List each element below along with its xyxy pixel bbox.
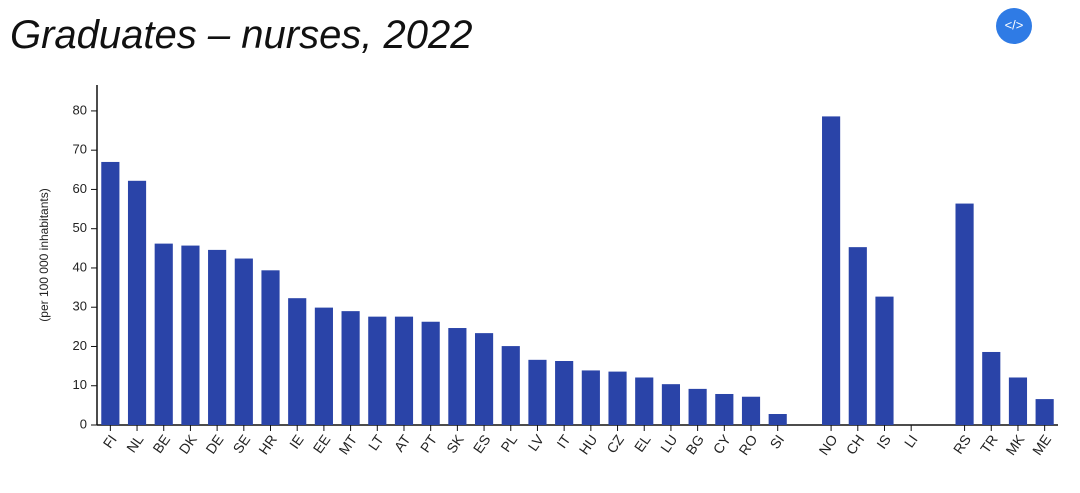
x-tick-label: NO bbox=[815, 432, 840, 458]
x-tick-label: NL bbox=[123, 432, 146, 456]
y-tick-label: 50 bbox=[73, 220, 87, 235]
y-tick-label: 20 bbox=[73, 338, 87, 353]
bar bbox=[768, 414, 787, 425]
x-tick-label: PL bbox=[497, 431, 520, 454]
x-tick-label: MK bbox=[1002, 431, 1028, 458]
x-tick-label: FI bbox=[100, 432, 120, 451]
x-tick-label: MT bbox=[335, 431, 360, 457]
y-tick-label: 80 bbox=[73, 102, 87, 117]
chart-title: Graduates – nurses, 2022 bbox=[10, 13, 473, 57]
x-tick-label: LV bbox=[525, 431, 548, 454]
y-tick-label: 40 bbox=[73, 259, 87, 274]
x-tick-label: ES bbox=[470, 432, 494, 456]
bar bbox=[474, 333, 494, 425]
bar bbox=[208, 249, 227, 425]
bar bbox=[741, 396, 761, 425]
bar bbox=[661, 384, 681, 425]
x-tick-label: IT bbox=[553, 431, 573, 451]
bar bbox=[822, 116, 841, 425]
bar bbox=[127, 180, 147, 425]
x-tick-label: RS bbox=[950, 432, 974, 457]
y-tick-label: 30 bbox=[73, 299, 87, 314]
embed-button[interactable]: </> bbox=[996, 8, 1032, 44]
bar bbox=[555, 361, 574, 425]
bar bbox=[955, 203, 974, 425]
bar bbox=[501, 346, 520, 425]
x-tick-label: DK bbox=[176, 431, 201, 457]
x-tick-label: RO bbox=[735, 432, 760, 458]
x-tick-label: BE bbox=[149, 432, 173, 456]
bar bbox=[982, 351, 1001, 425]
x-tick-label: SI bbox=[767, 432, 788, 452]
bar bbox=[261, 270, 280, 425]
x-tick-label: SK bbox=[443, 431, 467, 456]
x-tick-label: BG bbox=[682, 432, 707, 458]
x-tick-label: DE bbox=[202, 432, 226, 457]
x-tick-label: IS bbox=[873, 432, 894, 452]
bar bbox=[181, 245, 200, 425]
y-tick-label: 0 bbox=[80, 416, 87, 431]
bar bbox=[101, 161, 120, 425]
x-tick-label: LU bbox=[657, 432, 680, 456]
x-tick-label: TR bbox=[977, 432, 1001, 456]
y-tick-label: 70 bbox=[73, 142, 87, 157]
bar bbox=[528, 359, 547, 425]
bar bbox=[154, 243, 173, 425]
x-tick-label: CY bbox=[710, 431, 735, 457]
bar bbox=[1035, 399, 1054, 425]
bar bbox=[448, 328, 467, 425]
bar bbox=[688, 388, 707, 425]
bar bbox=[581, 370, 600, 425]
x-tick-label: CH bbox=[843, 432, 868, 458]
bar bbox=[368, 316, 387, 425]
y-tick-label: 60 bbox=[73, 181, 87, 196]
bar bbox=[421, 321, 440, 425]
bar bbox=[234, 258, 253, 425]
x-tick-label: HR bbox=[255, 432, 280, 458]
x-tick-label: CZ bbox=[603, 431, 627, 456]
bar bbox=[875, 296, 894, 425]
bar bbox=[715, 393, 734, 425]
bar bbox=[394, 316, 414, 425]
y-axis-label: (per 100 000 inhabitants) bbox=[37, 188, 51, 321]
bar bbox=[288, 298, 307, 425]
x-tick-label: PT bbox=[417, 431, 441, 455]
bar bbox=[608, 371, 627, 425]
x-tick-label: EE bbox=[310, 432, 334, 456]
x-tick-label: LI bbox=[901, 432, 921, 451]
embed-button-label[interactable]: </> bbox=[1005, 17, 1024, 32]
bar bbox=[314, 307, 333, 425]
x-tick-label: EL bbox=[631, 431, 654, 454]
x-tick-label: HU bbox=[576, 432, 601, 458]
x-tick-label: ME bbox=[1029, 432, 1054, 458]
x-tick-label: LT bbox=[365, 431, 387, 453]
embed-button-circle[interactable] bbox=[996, 8, 1032, 44]
bar bbox=[635, 377, 654, 425]
x-tick-label: SE bbox=[229, 432, 253, 456]
x-tick-label: AT bbox=[391, 431, 414, 454]
y-tick-label: 10 bbox=[73, 377, 87, 392]
x-tick-label: IE bbox=[286, 432, 307, 452]
bar bbox=[848, 247, 867, 425]
bar bbox=[341, 311, 360, 425]
bar bbox=[1008, 377, 1028, 425]
